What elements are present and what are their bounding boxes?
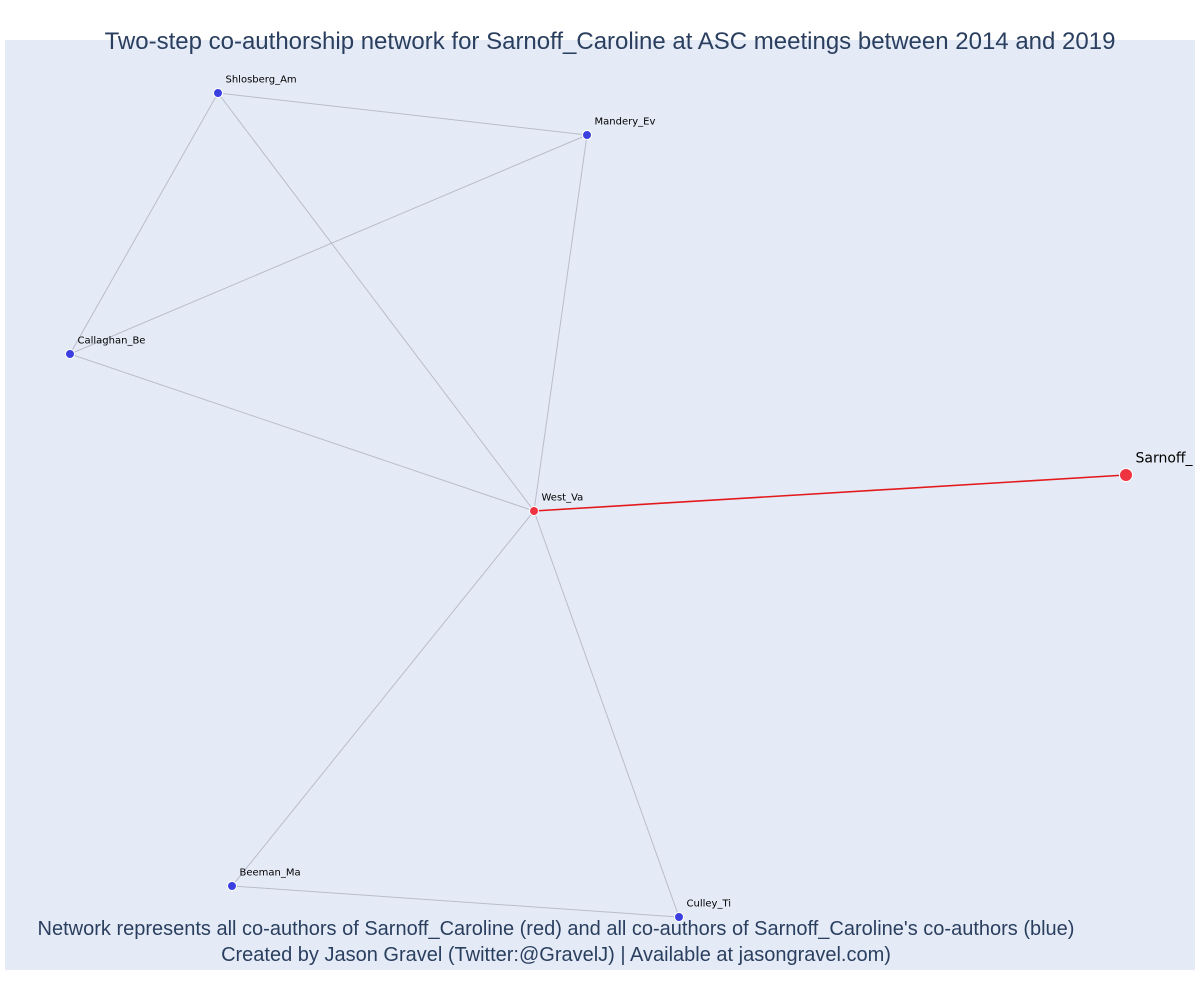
node-mandery — [582, 130, 592, 140]
node-label-culley: Culley_Ti — [687, 899, 732, 910]
edge-shlosberg-mandery — [217, 92, 588, 136]
caption-credits: Created by Jason Gravel (Twitter:@Gravel… — [221, 944, 891, 966]
node-label-sarnoff: Sarnoff_ — [1136, 451, 1194, 467]
edge-shlosberg-callaghan — [69, 92, 219, 355]
edge-west-culley — [533, 510, 680, 918]
node-culley — [674, 912, 684, 922]
caption-description: Network represents all co-authors of Sar… — [37, 918, 1075, 940]
node-label-callaghan: Callaghan_Be — [78, 336, 146, 347]
edge-west-beeman — [231, 510, 535, 887]
edges-layer — [69, 92, 1127, 918]
node-beeman — [227, 881, 237, 891]
edge-mandery-callaghan — [69, 134, 588, 355]
edge-shlosberg-west — [217, 92, 535, 512]
edge-west-sarnoff — [533, 474, 1127, 512]
plot-area — [5, 40, 1195, 970]
nodes-layer — [65, 88, 1133, 922]
labels-layer: Sarnoff_ West_Va Shlosberg_Am Mandery_Ev Cal… — [78, 75, 1194, 910]
edge-beeman-culley — [231, 885, 680, 918]
node-sarnoff — [1119, 468, 1133, 482]
chart-title: Two-step co-authorship network for Sarno… — [104, 28, 1116, 55]
node-label-beeman: Beeman_Ma — [240, 868, 301, 879]
edge-callaghan-west — [69, 353, 535, 512]
edge-mandery-west — [533, 134, 588, 512]
node-label-shlosberg: Shlosberg_Am — [226, 75, 297, 86]
node-label-mandery: Mandery_Ev — [595, 117, 656, 128]
node-label-west: West_Va — [542, 493, 584, 504]
node-shlosberg — [213, 88, 223, 98]
node-west — [529, 506, 539, 516]
node-callaghan — [65, 349, 75, 359]
